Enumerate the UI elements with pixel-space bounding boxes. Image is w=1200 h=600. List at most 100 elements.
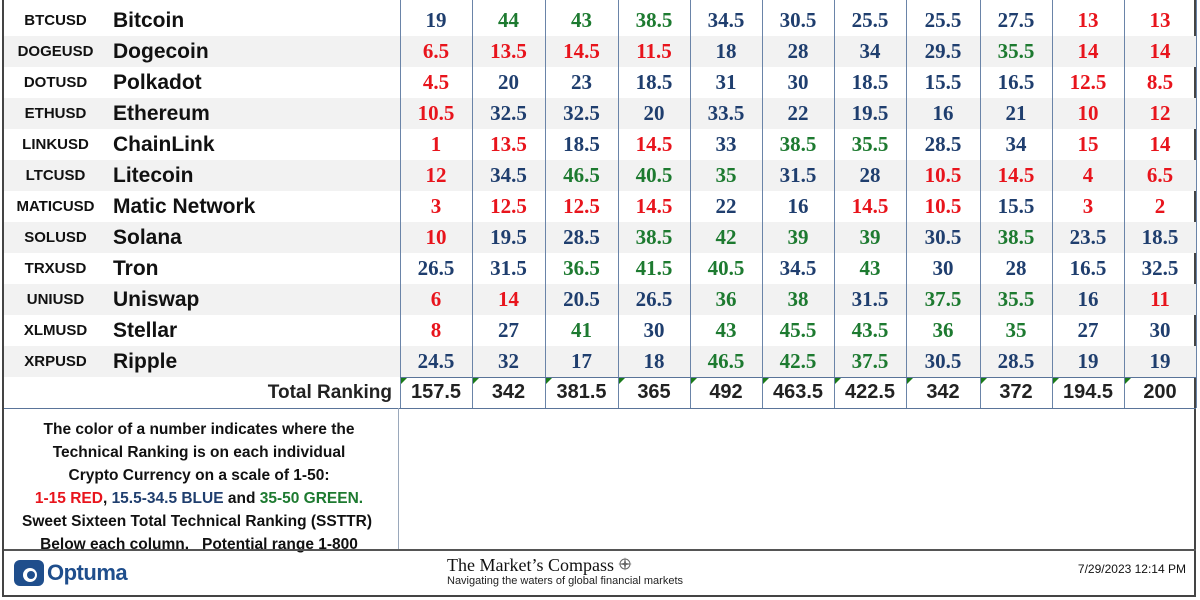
ranking-cell: 16 bbox=[932, 101, 954, 125]
table-row: MATICUSD Matic Network 3 12.5 12.5 14.5 22 16 14… bbox=[4, 191, 1196, 222]
ranking-cell: 18.5 bbox=[563, 132, 600, 156]
ranking-cell: 20 bbox=[643, 101, 665, 125]
ranking-cell: 38.5 bbox=[635, 225, 673, 249]
ranking-cell: 37.5 bbox=[851, 349, 889, 373]
ranking-cell: 30.5 bbox=[924, 349, 962, 373]
column-divider bbox=[1052, 0, 1053, 408]
ranking-cell: 32.5 bbox=[563, 101, 600, 125]
coin-name: Dogecoin bbox=[113, 40, 209, 63]
ranking-cell: 23 bbox=[571, 70, 592, 94]
ranking-cell: 11 bbox=[1150, 287, 1170, 311]
cell-note-marker bbox=[981, 378, 987, 384]
optuma-logo-icon bbox=[14, 560, 44, 586]
ranking-cell: 27.5 bbox=[997, 8, 1035, 32]
ticker: SOLUSD bbox=[24, 229, 87, 246]
coin-name: Ethereum bbox=[113, 102, 210, 125]
column-divider bbox=[618, 0, 619, 408]
ranking-cell: 10.5 bbox=[924, 194, 962, 218]
ranking-cell: 14.5 bbox=[635, 132, 673, 156]
ranking-cell: 10 bbox=[1077, 101, 1099, 125]
table-row: LTCUSD Litecoin 12 34.5 46.5 40.5 35 31.5 28 10.5… bbox=[4, 160, 1196, 191]
table-row: UNIUSD Uniswap 6 14 20.5 26.5 36 38 31.5 37.5 35.5… bbox=[4, 284, 1196, 315]
coin-name: Tron bbox=[113, 257, 159, 280]
coin-name: Matic Network bbox=[113, 195, 256, 218]
legend-color-key: 1-15 RED, 15.5-34.5 BLUE and 35-50 GREEN… bbox=[4, 487, 394, 510]
ranking-cell: 38.5 bbox=[635, 8, 673, 32]
ranking-cell: 14.5 bbox=[997, 163, 1035, 187]
ranking-cell: 3 bbox=[430, 194, 442, 218]
table-row: DOGEUSD Dogecoin 6.5 13.5 14.5 11.5 18 28 34 29.5… bbox=[4, 36, 1196, 67]
ranking-cell: 18.5 bbox=[1141, 225, 1179, 249]
ranking-cell: 18 bbox=[715, 39, 737, 63]
ranking-cell: 13.5 bbox=[490, 132, 527, 156]
ranking-cell: 10 bbox=[425, 225, 447, 249]
table-row: XRPUSD Ripple 24.5 32 17 18 46.5 42.5 37.5 30.5 28… bbox=[4, 346, 1196, 377]
ranking-cell: 26.5 bbox=[417, 256, 455, 280]
column-divider bbox=[762, 0, 763, 408]
ticker: LTCUSD bbox=[25, 167, 86, 184]
total-ranking-cell: 194.5 bbox=[1062, 381, 1114, 403]
ranking-cell: 4 bbox=[1082, 163, 1094, 187]
cell-note-marker bbox=[1125, 378, 1131, 384]
legend-sep: , bbox=[102, 490, 112, 507]
column-divider bbox=[1196, 0, 1197, 408]
ticker: BTCUSD bbox=[24, 12, 87, 29]
ranking-cell: 35.5 bbox=[997, 39, 1035, 63]
table-row: XLMUSD Stellar 8 27 41 30 43 45.5 43.5 36 35 27 30 bbox=[4, 315, 1196, 346]
ranking-cell: 43 bbox=[715, 318, 737, 342]
ranking-cell: 8 bbox=[430, 318, 442, 342]
legend-line: Technical Ranking is on each individual bbox=[52, 444, 346, 461]
cell-note-marker bbox=[835, 378, 841, 384]
ranking-cell: 17 bbox=[571, 349, 592, 373]
ranking-cell: 11.5 bbox=[636, 39, 672, 63]
total-ranking-cell: 365 bbox=[637, 381, 671, 403]
ticker: LINKUSD bbox=[22, 136, 89, 153]
ranking-cell: 29.5 bbox=[924, 39, 962, 63]
table-row: LINKUSD ChainLink 1 13.5 18.5 14.5 33 38.5 35.5 2… bbox=[4, 129, 1196, 160]
ranking-cell: 34 bbox=[1005, 132, 1027, 156]
ranking-cell: 35.5 bbox=[997, 287, 1035, 311]
ranking-cell: 34.5 bbox=[779, 256, 817, 280]
column-divider bbox=[472, 0, 473, 408]
total-ranking-cell: 200 bbox=[1143, 381, 1177, 403]
column-divider bbox=[690, 0, 691, 408]
table-row: TRXUSD Tron 26.5 31.5 36.5 41.5 40.5 34.5 43 30 28… bbox=[4, 253, 1196, 284]
ranking-cell: 32 bbox=[498, 349, 519, 373]
ranking-cell: 6 bbox=[430, 287, 442, 311]
ranking-cell: 1 bbox=[430, 132, 442, 156]
ranking-cell: 32.5 bbox=[1141, 256, 1179, 280]
ranking-cell: 39 bbox=[859, 225, 881, 249]
cell-note-marker bbox=[691, 378, 697, 384]
ranking-cell: 34.5 bbox=[490, 163, 527, 187]
row-divider bbox=[400, 377, 1196, 378]
ranking-cell: 28.5 bbox=[924, 132, 962, 156]
total-ranking-cell: 342 bbox=[926, 381, 960, 403]
total-ranking-label: Total Ranking bbox=[267, 382, 392, 403]
ranking-cell: 41 bbox=[571, 318, 592, 342]
coin-name: Uniswap bbox=[113, 288, 200, 311]
coin-name: Bitcoin bbox=[113, 9, 185, 32]
ranking-cell: 42 bbox=[715, 225, 737, 249]
ticker: TRXUSD bbox=[24, 260, 87, 277]
ranking-cell: 31.5 bbox=[490, 256, 527, 280]
legend-blue: 15.5-34.5 BLUE bbox=[111, 490, 224, 507]
ranking-cell: 43.5 bbox=[851, 318, 889, 342]
coin-name: Solana bbox=[113, 226, 182, 249]
ranking-cell: 33.5 bbox=[707, 101, 745, 125]
ticker: DOGEUSD bbox=[17, 43, 94, 60]
ranking-cell: 2 bbox=[1154, 194, 1166, 218]
ranking-cell: 28.5 bbox=[997, 349, 1035, 373]
ranking-cell: 39 bbox=[787, 225, 809, 249]
ranking-cell: 22 bbox=[787, 101, 809, 125]
ranking-cell: 18.5 bbox=[851, 70, 889, 94]
ranking-cell: 12.5 bbox=[1069, 70, 1107, 94]
ranking-cell: 37.5 bbox=[924, 287, 962, 311]
ranking-cell: 34.5 bbox=[707, 8, 745, 32]
ranking-cell: 38.5 bbox=[997, 225, 1035, 249]
optuma-wordmark: Optuma bbox=[47, 560, 128, 585]
legend-line: The color of a number indicates where th… bbox=[43, 421, 355, 438]
ranking-cell: 30 bbox=[1149, 318, 1171, 342]
legend-line: Below each column. Potential range 1-800 bbox=[40, 536, 358, 553]
ranking-cell: 42.5 bbox=[779, 349, 817, 373]
ranking-cell: 8.5 bbox=[1146, 70, 1174, 94]
